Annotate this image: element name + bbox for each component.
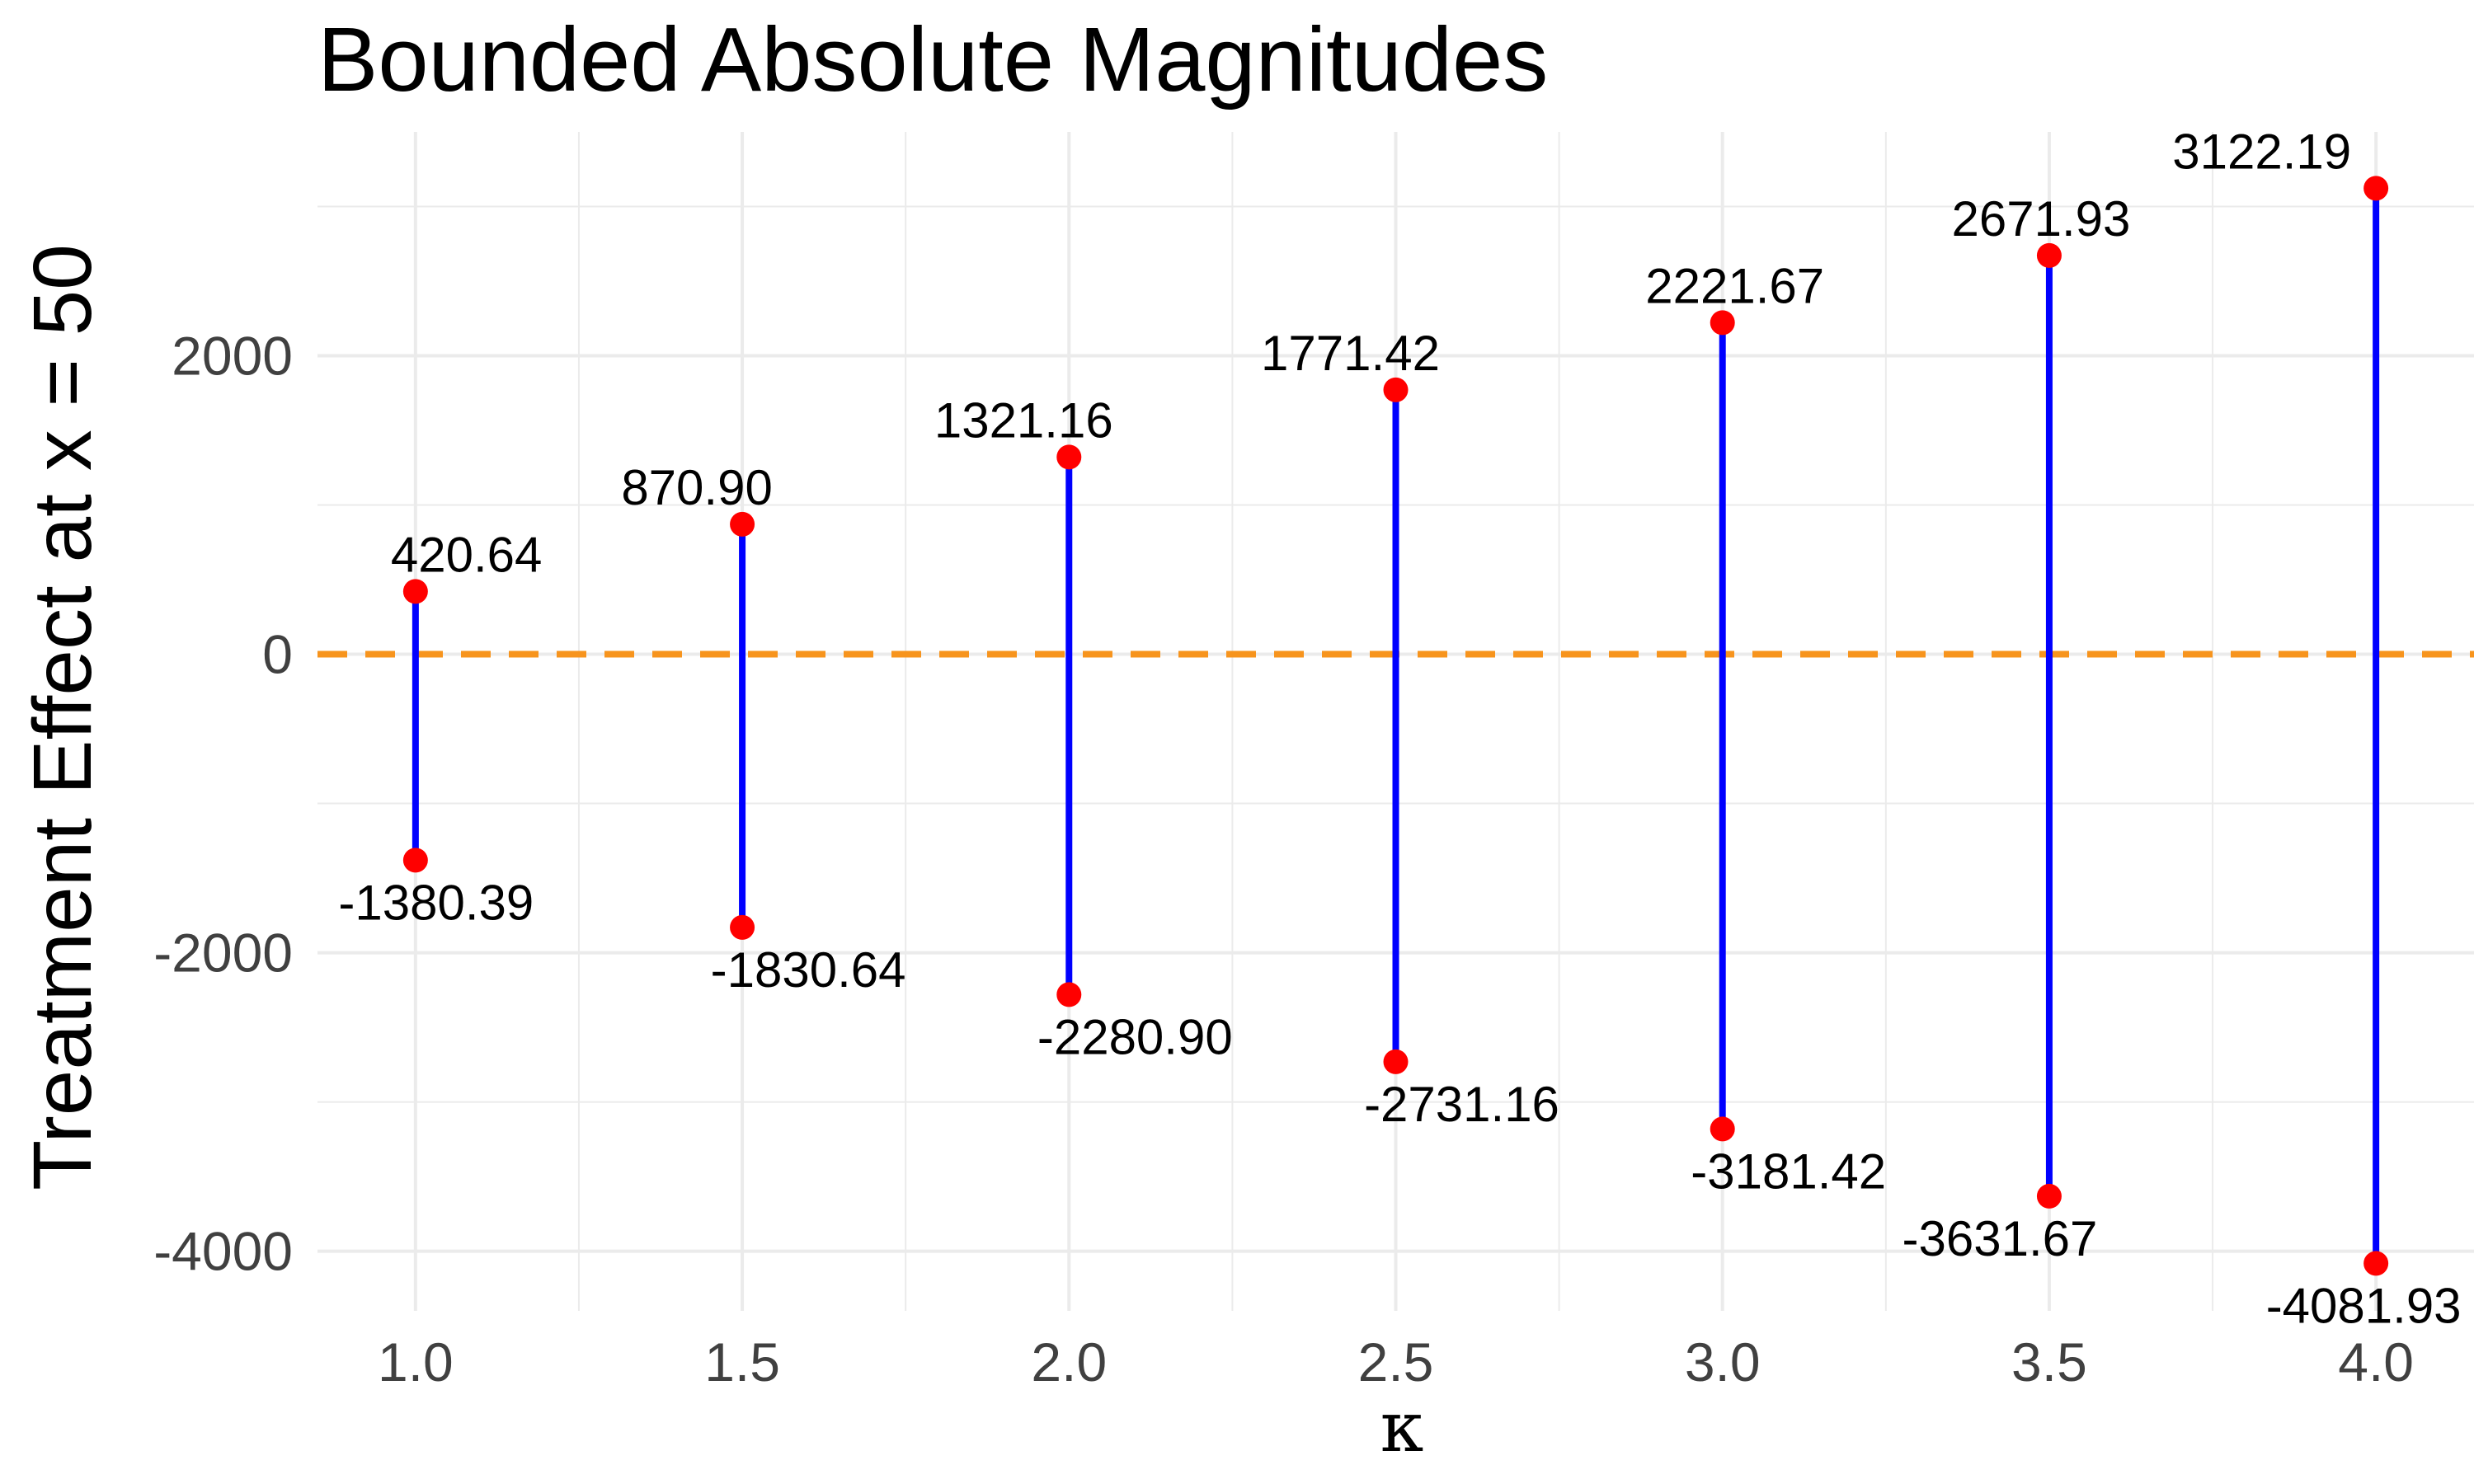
upper-bound-label: 870.90 <box>621 460 773 515</box>
upper-bound-point <box>402 579 428 604</box>
y-tick-label: 2000 <box>172 326 293 387</box>
lower-bound-point <box>402 848 428 873</box>
upper-bound-label: 420.64 <box>391 527 543 582</box>
x-tick-label: 4.0 <box>2338 1331 2414 1392</box>
upper-bound-label: 2221.67 <box>1645 258 1824 313</box>
point-layer <box>402 176 2389 1276</box>
x-tick-label: 1.5 <box>704 1331 780 1392</box>
x-tick-label: 1.0 <box>378 1331 454 1392</box>
lower-bound-point <box>730 914 755 940</box>
tick-layer: 1.0 1.5 2.0 2.5 3.0 3.5 4.0 2000 0 -2000 -4000 <box>153 326 2414 1392</box>
x-axis-label: κ <box>1380 1387 1424 1468</box>
upper-bound-label: 3122.19 <box>2172 124 2351 179</box>
y-axis-label: Treatment Effect at x = 50 <box>16 244 109 1190</box>
x-tick-label: 2.0 <box>1031 1331 1107 1392</box>
lower-bound-label: -1830.64 <box>711 942 906 998</box>
lower-bound-label: -2731.16 <box>1364 1077 1559 1132</box>
lower-bound-point <box>2036 1183 2062 1209</box>
lower-bound-point <box>1383 1049 1409 1074</box>
upper-bound-point <box>1056 444 1082 470</box>
upper-bound-point <box>2036 242 2062 268</box>
upper-bound-label: 1321.16 <box>934 392 1113 448</box>
lower-bound-point <box>1710 1116 1735 1142</box>
chart-title: Bounded Absolute Magnitudes <box>317 9 1548 110</box>
lower-bound-point <box>2363 1251 2389 1276</box>
lower-bound-label: -1380.39 <box>338 875 534 930</box>
upper-bound-point <box>2363 176 2389 201</box>
lower-bound-label: -3631.67 <box>1902 1211 2097 1266</box>
x-tick-label: 3.5 <box>2011 1331 2087 1392</box>
x-tick-label: 3.0 <box>1685 1331 1761 1392</box>
upper-bound-label: 1771.42 <box>1261 326 1440 381</box>
lower-bound-label: -3181.42 <box>1691 1144 1886 1199</box>
y-tick-label: -4000 <box>153 1221 293 1282</box>
y-tick-label: 0 <box>262 624 293 685</box>
upper-bound-label: 2671.93 <box>1951 191 2130 247</box>
upper-bound-point <box>1710 310 1735 336</box>
data-label-layer: 420.64 -1380.39 870.90 -1830.64 1321.16 -2280… <box>338 124 2461 1333</box>
lower-bound-point <box>1056 982 1082 1007</box>
x-tick-label: 2.5 <box>1358 1331 1434 1392</box>
upper-bound-point <box>1383 377 1409 402</box>
lower-bound-label: -4081.93 <box>2266 1278 2462 1333</box>
lower-bound-label: -2280.90 <box>1037 1009 1233 1064</box>
y-tick-label: -2000 <box>153 923 293 984</box>
upper-bound-point <box>730 511 755 537</box>
segment-layer <box>412 188 2380 1264</box>
